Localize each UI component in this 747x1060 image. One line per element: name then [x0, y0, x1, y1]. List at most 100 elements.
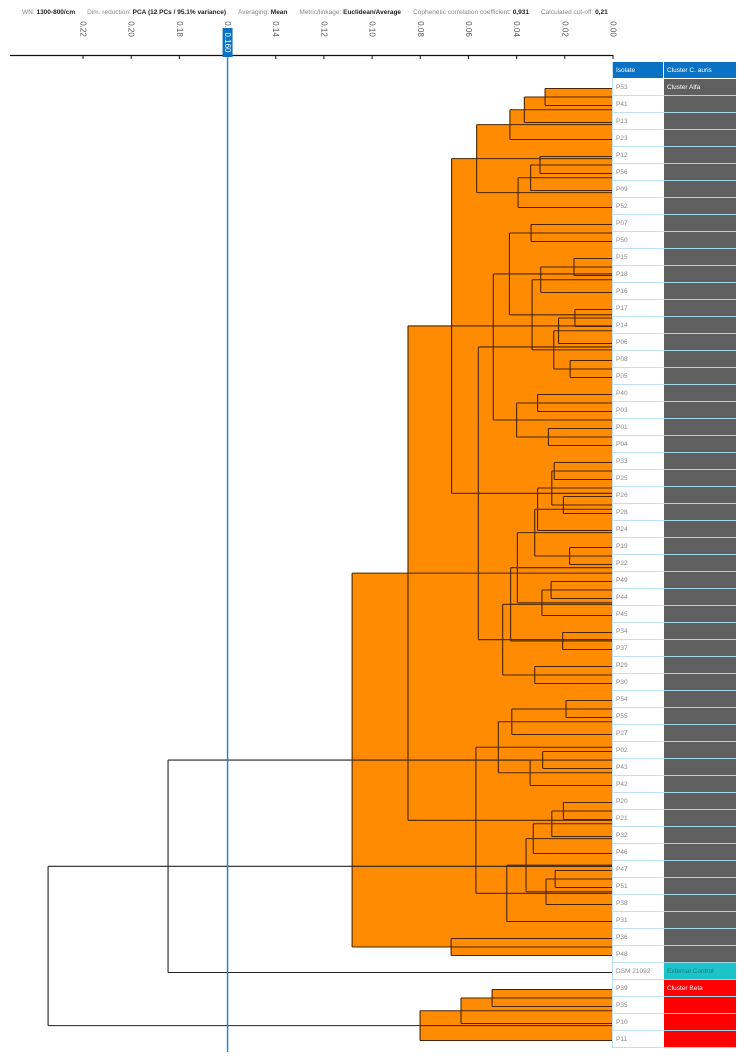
table-row[interactable]: P20 [612, 793, 736, 810]
isolate-cell: P55 [612, 708, 663, 725]
cluster-cell [663, 487, 736, 504]
table-row[interactable]: P16 [612, 283, 736, 300]
cluster-cell [663, 844, 736, 861]
cluster-cell [663, 215, 736, 232]
isolate-cell: P24 [612, 521, 663, 538]
table-row[interactable]: P37 [612, 640, 736, 657]
isolate-cell: P04 [612, 436, 663, 453]
table-row[interactable]: P39 Cluster Beta [612, 980, 736, 997]
table-row[interactable]: P29 [612, 657, 736, 674]
table-row[interactable]: P21 [612, 810, 736, 827]
table-row[interactable]: P18 [612, 266, 736, 283]
x-tick-label: 0.18 [175, 21, 184, 37]
parameter-5: Calculated cut-off: 0,21 [541, 9, 608, 16]
table-row[interactable]: P50 [612, 232, 736, 249]
cluster-cell [663, 895, 736, 912]
table-row[interactable]: P26 [612, 487, 736, 504]
table-row[interactable]: P14 [612, 317, 736, 334]
table-row[interactable]: P52 [612, 198, 736, 215]
table-row[interactable]: P32 [612, 827, 736, 844]
table-row[interactable]: P10 [612, 1014, 736, 1031]
cluster-cell: Cluster Beta [663, 980, 736, 997]
cluster-cell [663, 351, 736, 368]
x-tick-label: 0.22 [79, 21, 88, 37]
table-row[interactable]: P09 [612, 181, 736, 198]
header-cluster[interactable]: Cluster C. auris [663, 62, 736, 79]
table-row[interactable]: P42 [612, 776, 736, 793]
isolate-cell: P31 [612, 912, 663, 929]
header-isolate[interactable]: Isolate [612, 62, 663, 79]
table-row[interactable]: P47 [612, 861, 736, 878]
table-row[interactable]: P24 [612, 521, 736, 538]
isolate-cell: P53 [612, 79, 663, 96]
table-row[interactable]: P43 [612, 759, 736, 776]
isolate-cell: P47 [612, 861, 663, 878]
cluster-cell [663, 657, 736, 674]
table-row[interactable]: P23 [612, 130, 736, 147]
table-row[interactable]: P19 [612, 538, 736, 555]
table-row[interactable]: P13 [612, 113, 736, 130]
isolate-cell: P54 [612, 691, 663, 708]
table-row[interactable]: DSM 21092 External Control [612, 963, 736, 980]
table-row[interactable]: P01 [612, 419, 736, 436]
parameters-bar: WN: 1300-800/cm Dim. reduction: PCA (12 P… [22, 9, 620, 16]
cluster-cell [663, 504, 736, 521]
table-row[interactable]: P49 [612, 572, 736, 589]
table-row[interactable]: P31 [612, 912, 736, 929]
parameter-value: Mean [270, 9, 288, 16]
table-row[interactable]: P56 [612, 164, 736, 181]
cluster-cell [663, 368, 736, 385]
table-row[interactable]: P41 [612, 96, 736, 113]
cluster-cell [663, 419, 736, 436]
table-row[interactable]: P11 [612, 1031, 736, 1048]
table-row[interactable]: P15 [612, 249, 736, 266]
table-row[interactable]: P48 [612, 946, 736, 963]
table-row[interactable]: P51 [612, 878, 736, 895]
table-row[interactable]: P17 [612, 300, 736, 317]
isolate-cell: P46 [612, 844, 663, 861]
table-row[interactable]: P53 Cluster Alfa [612, 79, 736, 96]
cluster-cell: External Control [663, 963, 736, 980]
cluster-cell [663, 810, 736, 827]
cluster-cell [663, 538, 736, 555]
isolate-cell: P50 [612, 232, 663, 249]
table-row[interactable]: P46 [612, 844, 736, 861]
parameter-4: Cophenetic correlation coefficient: 0,93… [413, 9, 529, 16]
cluster-cell [663, 164, 736, 181]
table-row[interactable]: P34 [612, 623, 736, 640]
table-row[interactable]: P27 [612, 725, 736, 742]
table-row[interactable]: P33 [612, 453, 736, 470]
table-row[interactable]: P25 [612, 470, 736, 487]
table-row[interactable]: P12 [612, 147, 736, 164]
table-row[interactable]: P07 [612, 215, 736, 232]
table-row[interactable]: P30 [612, 674, 736, 691]
table-row[interactable]: P05 [612, 368, 736, 385]
isolate-cell: P28 [612, 504, 663, 521]
table-row[interactable]: P40 [612, 385, 736, 402]
table-row[interactable]: P02 [612, 742, 736, 759]
x-tick-label: 0.20 [127, 21, 136, 37]
x-tick-label: 0.08 [416, 21, 425, 37]
isolate-cell: P10 [612, 1014, 663, 1031]
table-row[interactable]: P22 [612, 555, 736, 572]
cluster-cell [663, 912, 736, 929]
table-row[interactable]: P54 [612, 691, 736, 708]
cutoff-marker[interactable]: 0.160 [222, 28, 233, 57]
table-row[interactable]: P35 [612, 997, 736, 1014]
table-row[interactable]: P28 [612, 504, 736, 521]
table-row[interactable]: P03 [612, 402, 736, 419]
table-row[interactable]: P04 [612, 436, 736, 453]
table-row[interactable]: P45 [612, 606, 736, 623]
table-row[interactable]: P44 [612, 589, 736, 606]
table-row[interactable]: P55 [612, 708, 736, 725]
cluster-cell [663, 249, 736, 266]
isolate-cell: P29 [612, 657, 663, 674]
table-row[interactable]: P36 [612, 929, 736, 946]
isolate-cell: P48 [612, 946, 663, 963]
isolate-cell: P56 [612, 164, 663, 181]
table-row[interactable]: P08 [612, 351, 736, 368]
table-row[interactable]: P38 [612, 895, 736, 912]
isolate-cell: P44 [612, 589, 663, 606]
isolate-cell: P01 [612, 419, 663, 436]
table-row[interactable]: P06 [612, 334, 736, 351]
